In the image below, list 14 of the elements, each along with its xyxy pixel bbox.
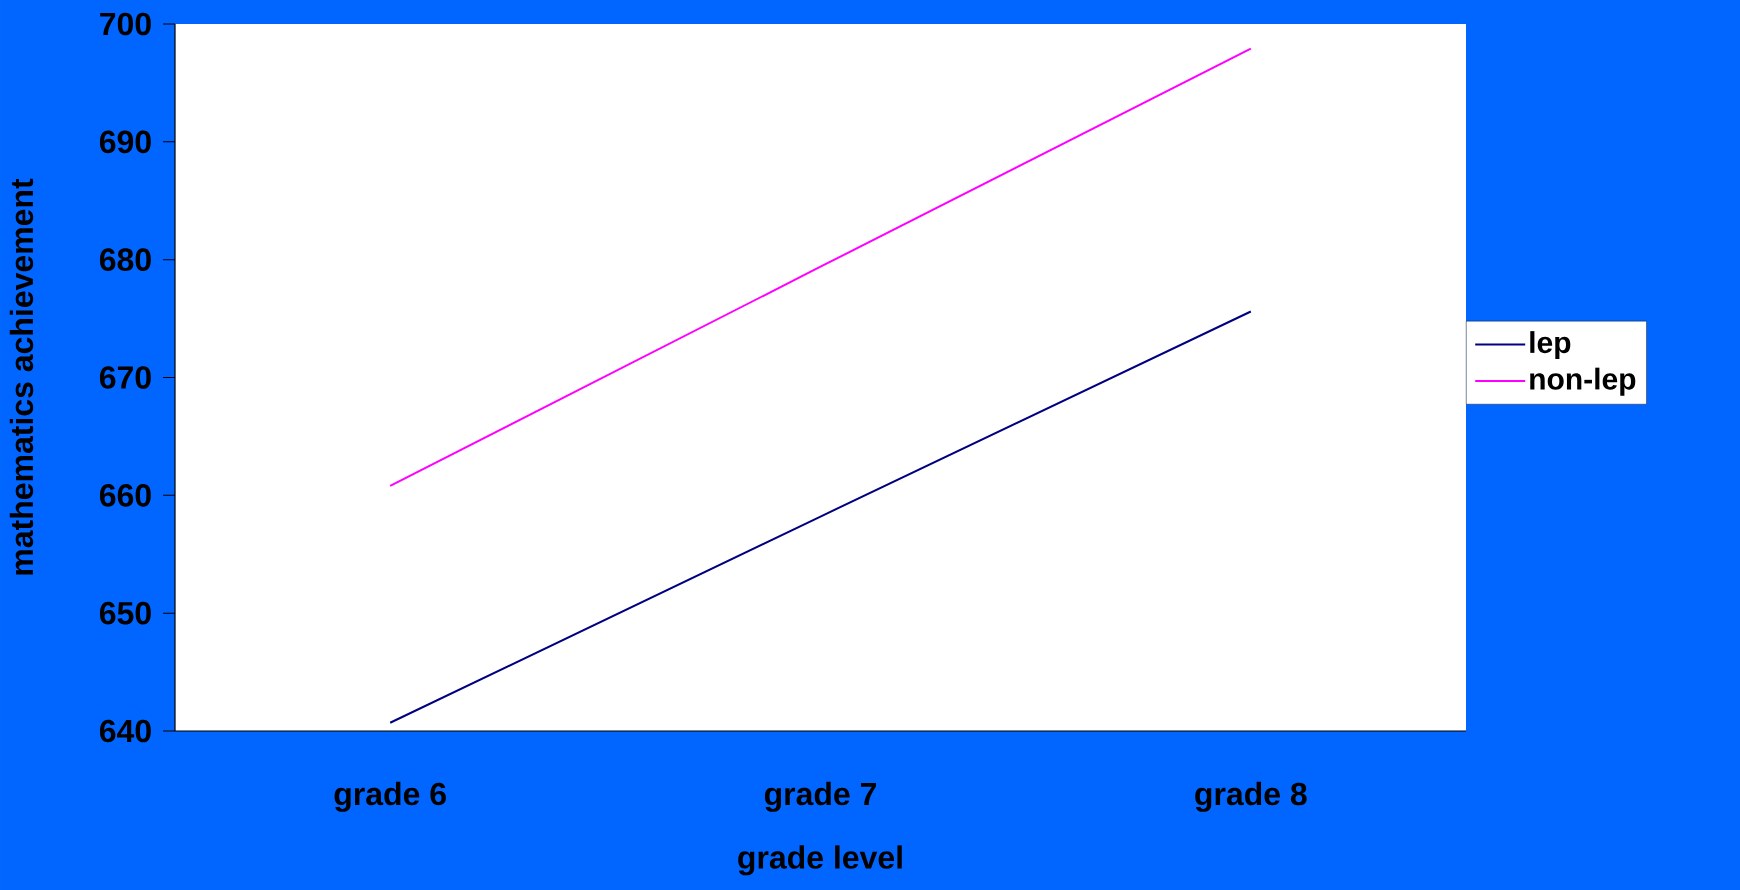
x-tick-label: grade 6 xyxy=(334,781,446,812)
y-tick-label: 670 xyxy=(99,366,151,389)
legend-label: non-lep xyxy=(1530,367,1636,396)
y-tick-label: 660 xyxy=(99,484,151,507)
legend-label: lep xyxy=(1530,331,1571,360)
y-axis-title: mathematics achievement xyxy=(9,178,34,575)
x-tick-label: grade 7 xyxy=(764,781,876,812)
y-tick-label: 680 xyxy=(99,248,151,271)
y-tick-label: 700 xyxy=(100,12,151,36)
y-tick-label: 640 xyxy=(99,719,151,743)
x-axis-title: grade level xyxy=(738,845,902,876)
y-tick-label: 650 xyxy=(99,601,151,625)
y-tick-label: 690 xyxy=(99,130,151,154)
x-tick-label: grade 8 xyxy=(1195,781,1307,812)
